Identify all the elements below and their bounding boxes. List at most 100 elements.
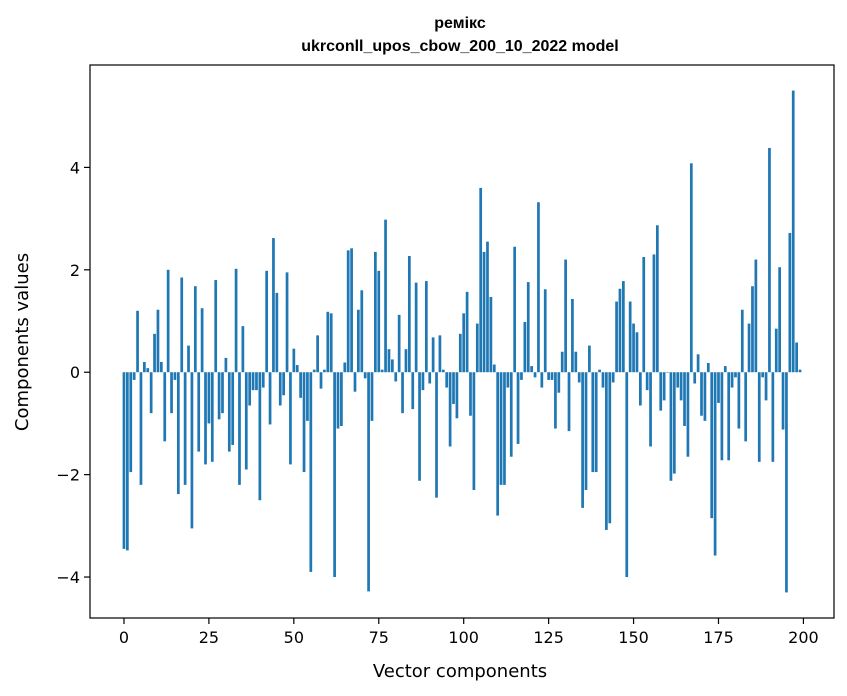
bar-20 <box>190 372 194 529</box>
bar-71 <box>363 372 367 379</box>
bar-165 <box>683 372 686 426</box>
bar-192 <box>774 328 778 373</box>
bar-36 <box>244 372 248 470</box>
bar-70 <box>360 290 364 373</box>
bar-41 <box>261 372 265 388</box>
bar-17 <box>180 277 184 373</box>
bar-60 <box>326 311 330 373</box>
bar-42 <box>265 270 269 373</box>
bar-21 <box>193 286 197 373</box>
y-axis-ticks: −4 −2 0 2 4 <box>56 158 90 587</box>
bar-191 <box>771 372 775 462</box>
bar-56 <box>312 369 316 373</box>
bar-135 <box>581 372 584 508</box>
chart-title: ремікс <box>434 15 486 32</box>
bar-40 <box>258 372 262 501</box>
bar-58 <box>319 372 323 389</box>
bar-196 <box>788 232 792 373</box>
bar-111 <box>499 372 503 485</box>
bar-133 <box>574 351 578 373</box>
bar-15 <box>173 372 177 380</box>
bar-47 <box>282 372 285 396</box>
bar-22 <box>197 372 201 452</box>
bar-197 <box>791 90 795 373</box>
bar-96 <box>448 372 452 447</box>
bar-131 <box>567 372 571 432</box>
bar-6 <box>143 361 146 373</box>
bar-198 <box>795 342 798 373</box>
bar-186 <box>754 259 758 373</box>
bar-132 <box>571 299 574 373</box>
bar-91 <box>431 337 435 373</box>
bar-72 <box>367 372 370 592</box>
bar-46 <box>278 372 282 406</box>
bar-163 <box>676 372 680 388</box>
x-tick-label: 125 <box>533 628 564 647</box>
bar-157 <box>655 225 659 373</box>
bar-29 <box>221 372 224 414</box>
bar-142 <box>605 372 608 530</box>
bar-121 <box>533 372 537 378</box>
bar-57 <box>316 335 319 373</box>
bar-141 <box>601 372 605 388</box>
bar-74 <box>374 251 377 373</box>
bar-194 <box>781 372 785 430</box>
bar-85 <box>411 372 415 410</box>
bar-33 <box>234 268 238 373</box>
bar-64 <box>340 372 343 426</box>
bar-54 <box>306 372 309 421</box>
bar-1 <box>126 372 129 551</box>
bar-87 <box>418 372 421 481</box>
bar-136 <box>584 372 588 490</box>
bar-139 <box>594 372 598 473</box>
bar-152 <box>639 372 642 406</box>
bar-5 <box>139 372 143 485</box>
bar-189 <box>764 372 768 401</box>
bar-30 <box>224 357 228 373</box>
bar-90 <box>428 372 432 384</box>
bar-61 <box>329 313 333 373</box>
bar-23 <box>200 308 204 373</box>
bar-138 <box>591 372 595 473</box>
x-tick-label: 100 <box>448 628 479 647</box>
bar-147 <box>622 281 625 373</box>
x-tick-label: 200 <box>788 628 819 647</box>
bar-75 <box>377 270 381 373</box>
bar-89 <box>424 281 428 373</box>
bar-145 <box>615 301 618 373</box>
bar-24 <box>204 372 207 465</box>
bar-98 <box>455 372 459 419</box>
bar-166 <box>686 372 690 457</box>
bar-100 <box>462 313 466 373</box>
bar-104 <box>475 323 479 373</box>
bar-0 <box>122 372 126 549</box>
bar-140 <box>598 369 601 373</box>
bar-16 <box>176 372 180 495</box>
bar-53 <box>302 372 306 473</box>
bar-43 <box>268 372 272 425</box>
bar-45 <box>275 292 279 373</box>
bar-51 <box>295 365 299 373</box>
bar-185 <box>751 286 754 373</box>
bar-161 <box>669 372 673 481</box>
bar-92 <box>435 372 438 498</box>
bar-48 <box>285 272 289 373</box>
bar-116 <box>516 372 520 444</box>
bar-25 <box>207 372 211 424</box>
y-tick-label: 2 <box>70 261 80 280</box>
bar-107 <box>486 241 489 373</box>
bar-164 <box>679 372 683 401</box>
bar-37 <box>248 372 252 406</box>
bar-86 <box>414 282 418 373</box>
bar-110 <box>496 372 500 516</box>
bar-77 <box>384 219 387 373</box>
bar-93 <box>438 335 442 373</box>
bar-169 <box>696 354 700 373</box>
bar-95 <box>445 372 449 388</box>
x-tick-label: 25 <box>199 628 219 647</box>
bar-8 <box>149 372 153 414</box>
bar-84 <box>407 255 411 373</box>
bar-67 <box>350 248 353 373</box>
x-tick-label: 175 <box>703 628 734 647</box>
x-axis-ticks: 0 25 50 75 100 125 150 175 200 <box>119 618 819 647</box>
